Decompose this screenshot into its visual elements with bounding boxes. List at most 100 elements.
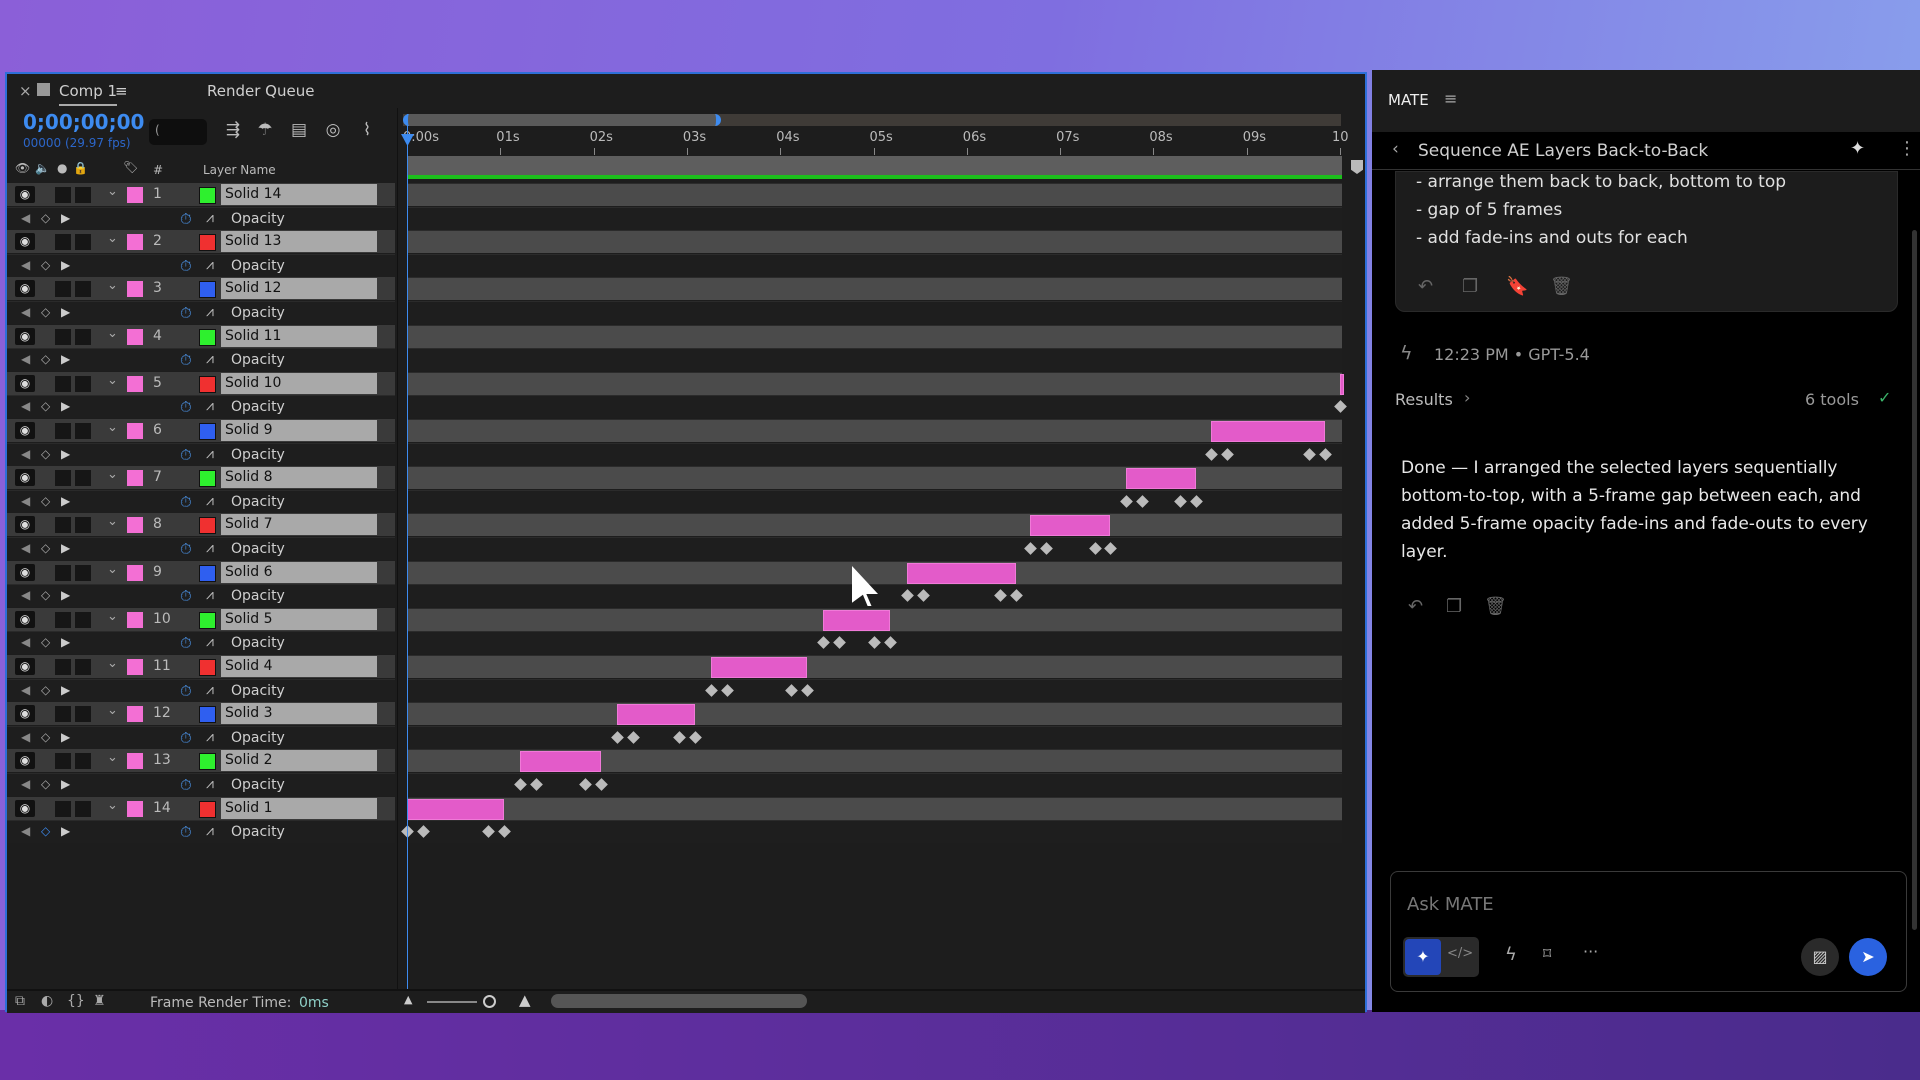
chevron-down-icon[interactable]: ⌄ [107, 750, 118, 766]
add-keyframe-icon[interactable]: ◇ [41, 210, 51, 225]
layer-row[interactable]: ◉ ⌄ 13 Solid 2 [7, 749, 1347, 773]
prev-keyframe-icon[interactable]: ◀ [21, 257, 31, 272]
back-icon[interactable]: ‹ [1392, 139, 1399, 159]
next-keyframe-icon[interactable]: ▶ [61, 352, 71, 367]
opacity-keyframe[interactable] [868, 636, 882, 650]
layer-row[interactable]: ◉ ⌄ 1 Solid 14 [7, 183, 1347, 206]
opacity-keyframe[interactable] [1136, 494, 1150, 508]
copy-icon[interactable]: ❐ [1446, 596, 1463, 617]
stopwatch-icon[interactable]: ⏱ [180, 209, 192, 228]
opacity-keyframe[interactable] [994, 589, 1008, 603]
graph-icon[interactable]: ⩘ [206, 634, 214, 651]
graph-icon[interactable]: ⩘ [206, 728, 214, 745]
property-row[interactable]: ◀ ◇ ▶ ⏱ ⩘ Opacity [7, 206, 1347, 230]
opacity-keyframe[interactable] [416, 825, 430, 839]
label-color-swatch[interactable] [127, 800, 143, 817]
layer-name[interactable]: Solid 4 [221, 656, 377, 677]
graph-icon[interactable]: ⩘ [206, 540, 214, 556]
opacity-keyframe[interactable] [1334, 400, 1347, 414]
current-time-indicator[interactable] [407, 114, 408, 994]
stopwatch-icon[interactable]: ⏱ [180, 398, 192, 417]
layer-row[interactable]: ◉ ⌄ 10 Solid 5 [7, 607, 1347, 631]
opacity-keyframe[interactable] [611, 730, 624, 744]
layer-track[interactable] [407, 419, 1342, 442]
opacity-keyframe[interactable] [626, 730, 640, 744]
chevron-down-icon[interactable]: ⌄ [107, 372, 118, 388]
prev-keyframe-icon[interactable]: ◀ [21, 635, 31, 650]
stopwatch-icon[interactable]: ⏱ [180, 304, 192, 322]
layer-name[interactable]: Solid 3 [221, 703, 377, 725]
layer-track[interactable] [407, 560, 1342, 584]
layer-name[interactable]: Solid 1 [221, 797, 377, 819]
opacity-keyframe[interactable] [1221, 447, 1234, 461]
graph-icon[interactable]: ⩘ [206, 304, 214, 320]
property-row[interactable]: ◀ ◇ ▶ ⏱ ⩘ Opacity [7, 442, 1347, 466]
layer-track[interactable] [407, 324, 1342, 348]
lock-toggle[interactable] [75, 800, 91, 817]
add-keyframe-icon[interactable]: ◇ [41, 541, 51, 555]
stopwatch-icon[interactable]: ⏱ [180, 634, 192, 653]
solo-toggle[interactable] [55, 706, 71, 723]
label-color-swatch[interactable] [127, 187, 143, 203]
label-color-swatch[interactable] [127, 423, 143, 439]
layer-duration-bar[interactable] [616, 704, 696, 726]
label-color-swatch[interactable] [127, 470, 143, 487]
copy-icon[interactable]: ❐ [1462, 276, 1479, 297]
keyframe-track[interactable] [407, 253, 1342, 277]
layer-track[interactable] [407, 513, 1342, 537]
keyframe-track[interactable] [401, 820, 1342, 844]
layer-name[interactable]: Solid 12 [221, 278, 377, 300]
opacity-keyframe[interactable] [801, 683, 815, 697]
lock-toggle[interactable] [75, 281, 91, 298]
lightning-icon[interactable]: ϟ [1505, 944, 1517, 965]
prev-keyframe-icon[interactable]: ◀ [21, 352, 31, 367]
graph-icon[interactable]: ⩘ [206, 776, 214, 792]
results-toggle[interactable]: Results [1395, 390, 1453, 409]
more-icon[interactable]: ··· [1583, 942, 1599, 961]
layer-duration-bar[interactable] [1126, 468, 1197, 490]
solo-toggle[interactable] [55, 328, 71, 345]
solo-toggle[interactable] [55, 517, 71, 534]
zoom-out-icon[interactable]: ▲ [404, 993, 413, 1006]
layer-duration-bar[interactable] [1211, 421, 1326, 442]
layer-name[interactable]: Solid 14 [221, 184, 377, 205]
layer-row[interactable]: ◉ ⌄ 3 Solid 12 [7, 277, 1347, 301]
layer-duration-bar[interactable] [407, 798, 505, 820]
graph-icon[interactable]: ⩘ [206, 398, 214, 415]
layer-row[interactable]: ◉ ⌄ 7 Solid 8 [7, 466, 1347, 490]
opacity-keyframe[interactable] [1120, 494, 1134, 508]
lock-toggle[interactable] [75, 234, 91, 251]
solo-toggle[interactable] [55, 659, 71, 675]
layer-name[interactable]: Solid 10 [221, 372, 377, 394]
comp-marker-bin-icon[interactable] [1351, 160, 1363, 174]
graph-icon[interactable]: ⩘ [206, 587, 214, 604]
chevron-down-icon[interactable]: ⌄ [107, 608, 118, 624]
stopwatch-icon[interactable]: ⏱ [180, 681, 192, 700]
eye-icon[interactable]: ◉ [15, 563, 35, 581]
stopwatch-icon[interactable]: ⏱ [180, 256, 192, 275]
zoom-in-icon[interactable]: ▲ [519, 991, 531, 1009]
prev-keyframe-icon[interactable]: ◀ [21, 305, 31, 319]
chevron-down-icon[interactable]: ⌄ [107, 325, 118, 341]
lock-toggle[interactable] [75, 611, 91, 628]
graph-icon[interactable]: ⩘ [206, 681, 214, 698]
ask-input[interactable]: Ask MATE [1407, 894, 1494, 915]
eye-icon[interactable]: ◉ [15, 516, 35, 534]
stopwatch-icon[interactable]: ⏱ [180, 823, 192, 842]
opacity-keyframe[interactable] [917, 589, 930, 603]
chevron-down-icon[interactable]: ⌄ [107, 278, 118, 294]
next-keyframe-icon[interactable]: ▶ [61, 305, 71, 319]
property-row[interactable]: ◀ ◇ ▶ ⏱ ⩘ Opacity [7, 725, 1347, 749]
graph-icon[interactable]: ⩘ [206, 256, 214, 273]
agent-mode-icon[interactable]: ✦ [1405, 939, 1441, 975]
chevron-down-icon[interactable]: ⌄ [107, 514, 118, 530]
lock-toggle[interactable] [75, 564, 91, 581]
keyframe-track[interactable] [407, 773, 1342, 796]
lock-toggle[interactable] [75, 187, 91, 203]
time-ruler[interactable]: 0:00s 01s 02s 03s 04s 05s 06s 07s 08s 09s 10 [403, 126, 1349, 156]
stopwatch-icon[interactable]: ⏱ [180, 351, 192, 370]
next-keyframe-icon[interactable]: ▶ [61, 541, 71, 555]
solo-toggle[interactable] [55, 234, 71, 251]
lock-toggle[interactable] [75, 706, 91, 723]
next-keyframe-icon[interactable]: ▶ [61, 635, 71, 650]
